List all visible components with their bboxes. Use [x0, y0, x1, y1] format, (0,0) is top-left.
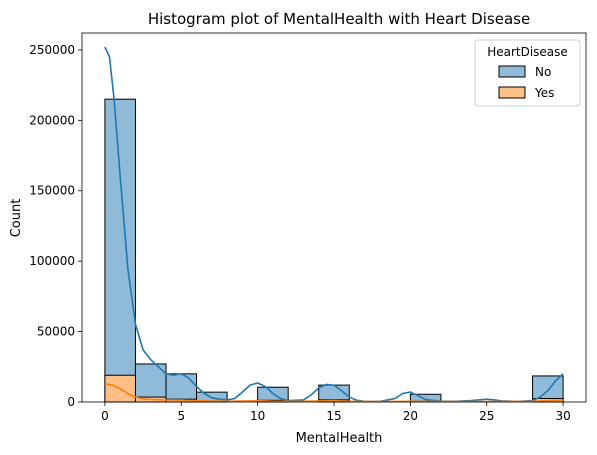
y-tick-label: 150000: [29, 184, 75, 198]
kde-line-no: [104, 46, 564, 403]
legend-swatch-yes: [498, 86, 526, 99]
legend-swatch-no: [498, 65, 526, 78]
x-tick-label: 10: [250, 409, 265, 423]
chart-title: Histogram plot of MentalHealth with Hear…: [148, 10, 530, 28]
bars-no: [104, 98, 564, 403]
legend-title: HeartDisease: [487, 45, 568, 59]
y-tick-label: 100000: [29, 254, 75, 268]
legend: HeartDisease No Yes: [474, 39, 581, 107]
y-axis: 0 50000 100000 150000 200000 250000: [29, 43, 82, 409]
x-tick-label: 20: [403, 409, 418, 423]
x-tick-label: 30: [555, 409, 570, 423]
bar-no-0: [104, 98, 136, 403]
y-tick-label: 0: [67, 395, 75, 409]
y-tick-label: 250000: [29, 43, 75, 57]
x-tick-label: 15: [326, 409, 341, 423]
x-tick-label: 0: [101, 409, 109, 423]
x-tick-label: 25: [479, 409, 494, 423]
x-axis: 0 5 10 15 20 25 30: [101, 402, 571, 423]
legend-label-no: No: [535, 65, 551, 79]
y-tick-label: 200000: [29, 113, 75, 127]
x-tick-label: 5: [177, 409, 185, 423]
y-tick-label: 50000: [37, 325, 75, 339]
y-axis-label: Count: [9, 199, 24, 238]
legend-label-yes: Yes: [534, 86, 554, 100]
bar-no-2: [165, 373, 198, 403]
x-axis-label: MentalHealth: [296, 431, 383, 446]
